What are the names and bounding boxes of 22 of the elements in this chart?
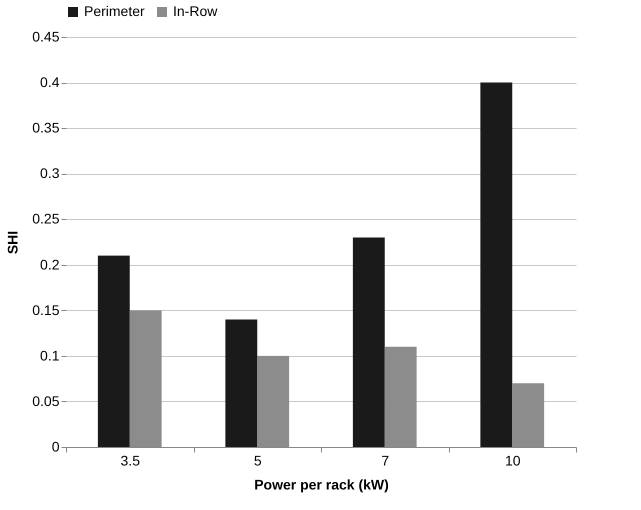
legend-label: In-Row — [173, 3, 218, 19]
bar — [225, 319, 258, 447]
y-tick-label: 0.3 — [40, 165, 60, 182]
x-tick-label: 3.5 — [120, 452, 140, 468]
bar — [352, 237, 385, 447]
y-tick-label: 0.1 — [40, 347, 60, 364]
y-tick-label: 0.35 — [32, 120, 60, 136]
legend-label: Perimeter — [84, 3, 146, 19]
x-tick-label: 5 — [254, 452, 262, 468]
y-tick-label: 0 — [52, 438, 60, 454]
y-tick-label: 0.2 — [40, 256, 60, 272]
bar — [480, 82, 512, 447]
x-axis-title: Power per rack (kW) — [254, 476, 389, 492]
y-tick-label: 0.15 — [32, 302, 60, 318]
y-tick-label: 0.45 — [32, 28, 60, 44]
y-tick-label: 0.05 — [32, 392, 60, 409]
x-tick-label: 10 — [504, 452, 521, 468]
y-tick-label: 0.25 — [32, 210, 60, 227]
y-tick-label: 0.4 — [40, 74, 60, 90]
x-tick-label: 7 — [381, 452, 390, 468]
bar — [98, 256, 130, 447]
y-axis-title: SHI — [4, 230, 20, 254]
